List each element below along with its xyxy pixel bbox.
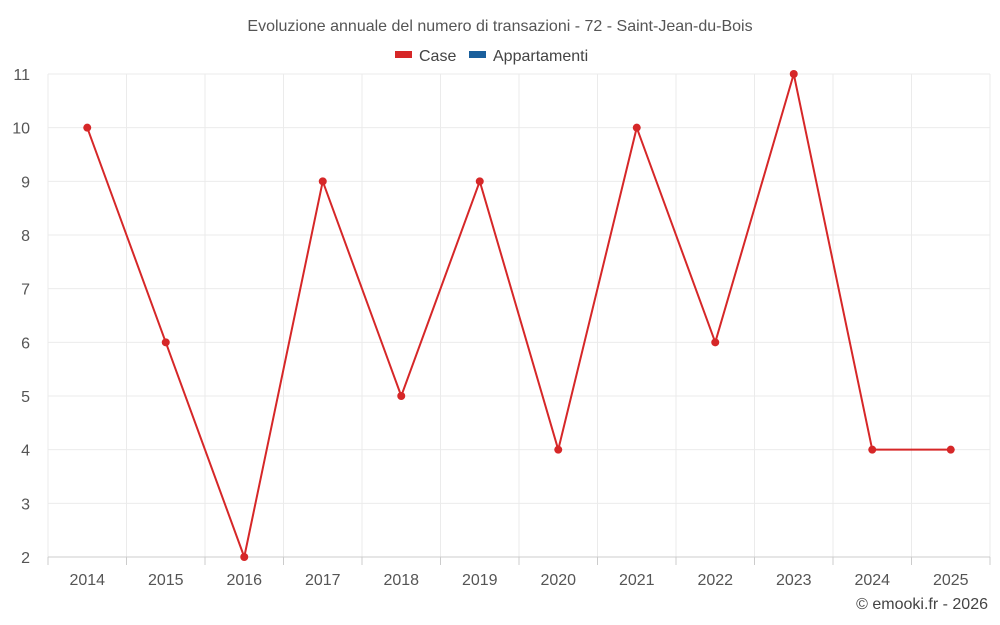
data-point-2015[interactable]	[161, 338, 170, 347]
x-tick-label: 2022	[697, 572, 733, 589]
y-tick-label: 7	[21, 282, 30, 299]
x-axis: 2014 2015 2016 2017 2018 2019 2020 2021 2022 2023…	[47, 556, 991, 589]
x-tick-label: 2017	[305, 572, 341, 589]
y-tick-label: 9	[21, 174, 30, 191]
data-point-2014[interactable]	[83, 123, 92, 132]
y-tick-label: 10	[12, 121, 30, 138]
series-case	[83, 70, 955, 561]
series-line-case	[86, 73, 951, 558]
data-point-2023[interactable]	[789, 70, 798, 78]
data-point-2020[interactable]	[554, 445, 563, 454]
x-tick-label: 2018	[383, 572, 419, 589]
y-tick-label: 11	[13, 67, 30, 84]
y-tick-label: 2	[21, 550, 30, 567]
legend-item-case[interactable]: Case	[395, 48, 456, 65]
x-tick-label: 2020	[540, 572, 576, 589]
data-point-2016[interactable]	[240, 553, 249, 561]
y-tick-label: 5	[21, 389, 30, 406]
y-tick-label: 3	[21, 496, 30, 513]
legend-item-appartamenti[interactable]: Appartamenti	[469, 48, 588, 65]
data-point-2021[interactable]	[632, 123, 641, 132]
y-axis: 2 3 4 5 6 7 8 9 10 11	[12, 67, 30, 567]
y-tick-label: 8	[21, 228, 30, 245]
x-tick-label: 2019	[462, 572, 498, 589]
credit-text: © emooki.fr - 2026	[856, 596, 988, 613]
data-point-2017[interactable]	[318, 177, 327, 186]
data-point-2018[interactable]	[397, 392, 406, 400]
y-tick-label: 4	[21, 443, 30, 460]
legend-label-case: Case	[419, 48, 456, 65]
data-point-2024[interactable]	[868, 445, 877, 454]
gridlines	[47, 73, 991, 557]
legend-swatch-case	[395, 51, 412, 58]
x-tick-label: 2024	[854, 572, 890, 589]
x-tick-label: 2014	[69, 572, 105, 589]
chart-title: Evoluzione annuale del numero di transaz…	[247, 18, 752, 35]
legend-swatch-appartamenti	[469, 51, 486, 58]
x-tick-label: 2016	[226, 572, 262, 589]
legend-label-appartamenti: Appartamenti	[493, 48, 588, 65]
data-point-2019[interactable]	[475, 177, 484, 186]
y-tick-label: 6	[21, 335, 30, 352]
legend: Case Appartamenti	[395, 48, 588, 65]
x-tick-label: 2015	[148, 572, 184, 589]
data-point-2022[interactable]	[711, 338, 720, 347]
x-tick-label: 2023	[776, 572, 812, 589]
x-tick-label: 2025	[933, 572, 969, 589]
x-tick-label: 2021	[619, 572, 655, 589]
data-point-2025[interactable]	[946, 445, 955, 454]
